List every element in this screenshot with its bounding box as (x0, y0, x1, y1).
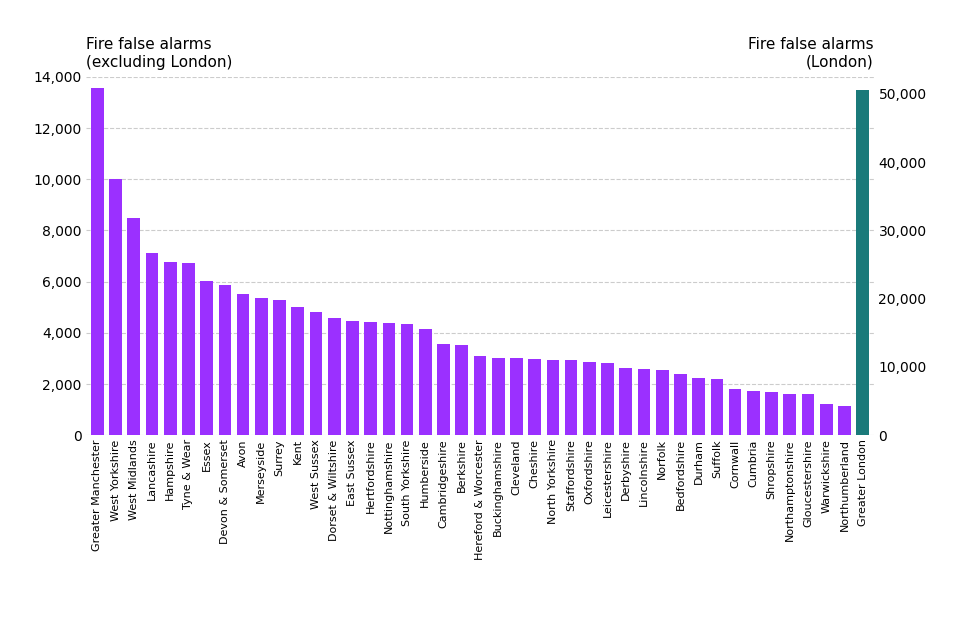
Bar (201, 281, 213, 435)
Bar (237, 294, 250, 435)
Bar (310, 312, 323, 435)
Bar (710, 379, 723, 435)
Bar (601, 363, 614, 435)
Bar (274, 300, 286, 435)
Bar (219, 285, 231, 435)
Bar (292, 307, 304, 435)
Bar (783, 394, 796, 435)
Bar (838, 406, 851, 435)
Bar (492, 358, 505, 435)
Bar (802, 394, 814, 435)
Bar (437, 344, 450, 435)
Bar (146, 253, 158, 435)
Bar (346, 321, 359, 435)
Bar (510, 358, 523, 435)
Bar (91, 88, 104, 435)
Text: Fire false alarms
(London): Fire false alarms (London) (748, 37, 874, 70)
Bar (765, 392, 778, 435)
Bar (729, 388, 741, 435)
Bar (528, 359, 541, 435)
Bar (419, 329, 432, 435)
Bar (564, 360, 578, 435)
Bar (856, 90, 869, 435)
Bar (364, 322, 377, 435)
Bar (400, 324, 414, 435)
Bar (455, 345, 468, 435)
Bar (747, 391, 759, 435)
Bar (109, 179, 122, 435)
Bar (546, 360, 560, 435)
Bar (583, 362, 596, 435)
Bar (128, 218, 140, 435)
Bar (328, 318, 341, 435)
Bar (692, 378, 705, 435)
Bar (382, 323, 396, 435)
Bar (656, 371, 668, 435)
Bar (820, 404, 832, 435)
Bar (637, 369, 650, 435)
Bar (164, 262, 177, 435)
Bar (674, 374, 686, 435)
Bar (619, 368, 632, 435)
Bar (255, 298, 268, 435)
Bar (182, 263, 195, 435)
Bar (473, 356, 487, 435)
Text: Fire false alarms
(excluding London): Fire false alarms (excluding London) (86, 37, 232, 70)
